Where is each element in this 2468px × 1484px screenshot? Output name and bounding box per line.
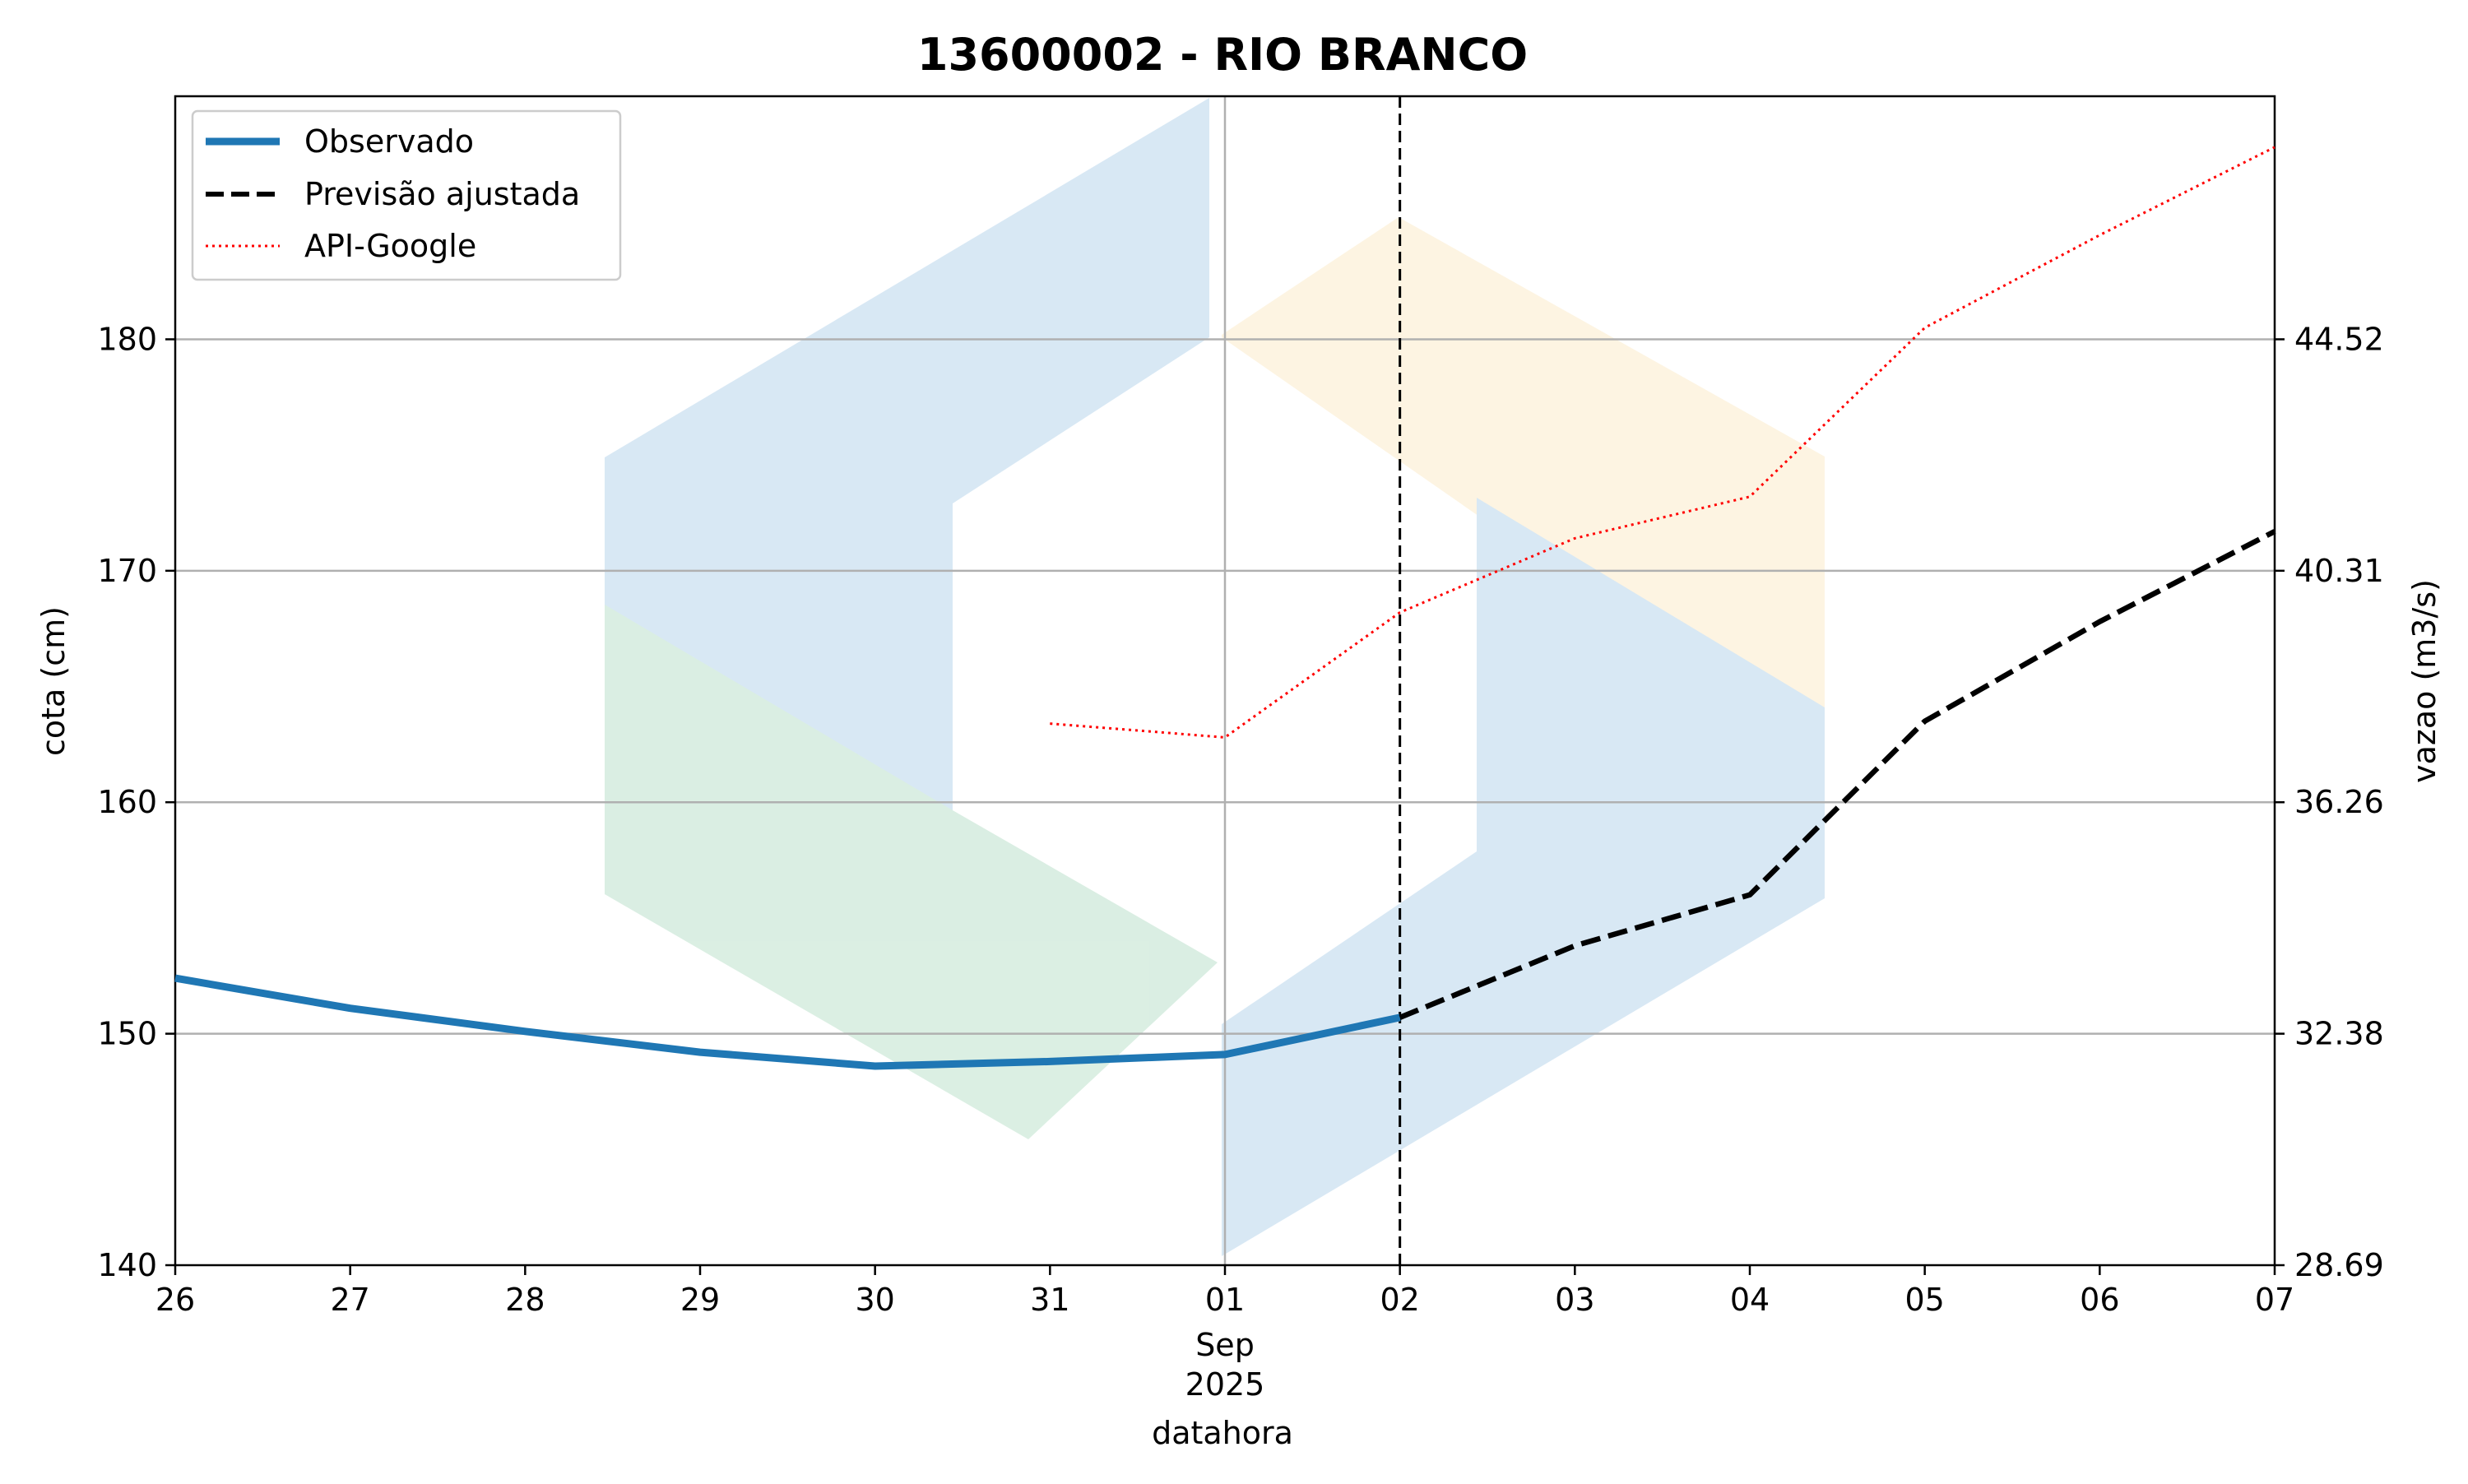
- x-tick-label: 28: [505, 1282, 545, 1318]
- x-tick-label: 02: [1380, 1282, 1419, 1318]
- y-right-tick-label: 28.69: [2294, 1247, 2384, 1283]
- y-left-tick-label: 140: [97, 1247, 157, 1283]
- y-right-tick-label: 36.26: [2294, 784, 2384, 820]
- x-tick-label: 07: [2255, 1282, 2294, 1318]
- x-tick-month: Sep: [1195, 1327, 1255, 1363]
- x-tick-label: 31: [1030, 1282, 1069, 1318]
- y-right-tick-label: 40.31: [2294, 553, 2384, 589]
- watermark-logo: [605, 98, 1825, 1256]
- x-tick-label: 05: [1904, 1282, 1944, 1318]
- chart-title: 13600002 - RIO BRANCO: [917, 29, 1528, 81]
- legend-label-previsao: Previsão ajustada: [304, 176, 580, 212]
- legend-label-api-google: API-Google: [304, 228, 476, 264]
- x-axis-ticks: 26 27 28 29 30 31 01 02 03 04 05 06 07: [155, 1265, 2294, 1318]
- y-right-axis-label: vazao (m3/s): [2406, 579, 2442, 783]
- legend-label-observado: Observado: [304, 123, 474, 160]
- x-tick-year: 2025: [1185, 1366, 1265, 1403]
- x-tick-label: 04: [1730, 1282, 1770, 1318]
- y-left-tick-label: 180: [97, 321, 157, 357]
- y-left-axis-label: cota (cm): [35, 606, 72, 756]
- series-line-api-google: [1050, 146, 2275, 739]
- y-left-tick-label: 170: [97, 553, 157, 589]
- x-tick-label: 01: [1205, 1282, 1245, 1318]
- x-axis-label: datahora: [1152, 1415, 1293, 1451]
- y-right-tick-label: 32.38: [2294, 1016, 2384, 1052]
- x-tick-label: 30: [855, 1282, 894, 1318]
- x-tick-label: 06: [2080, 1282, 2119, 1318]
- y-right-axis-ticks: 28.69 32.38 36.26 40.31 44.52: [2275, 321, 2384, 1283]
- x-tick-label: 03: [1555, 1282, 1594, 1318]
- y-right-tick-label: 44.52: [2294, 321, 2384, 357]
- x-tick-label: 26: [155, 1282, 195, 1318]
- x-tick-label: 29: [680, 1282, 720, 1318]
- legend-box: [191, 109, 622, 281]
- y-left-tick-label: 150: [97, 1016, 157, 1052]
- y-left-axis-ticks: 140 150 160 170 180: [97, 321, 175, 1283]
- series-line-previsao-ajustada: [1399, 529, 2276, 1020]
- x-tick-label: 27: [330, 1282, 369, 1318]
- series-line-observado: [174, 974, 1401, 1070]
- series-layer: [174, 96, 2276, 1265]
- legend: Observado Previsão ajustada API-Google: [191, 109, 622, 281]
- y-left-tick-label: 160: [97, 784, 157, 820]
